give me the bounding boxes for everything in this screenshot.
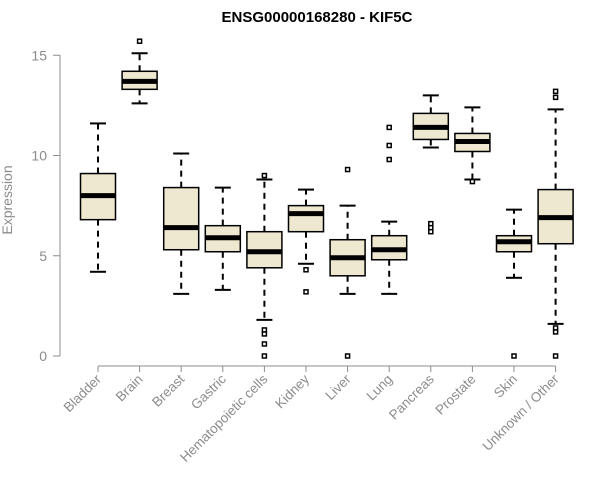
x-tick-label: Brain (113, 372, 146, 405)
outlier-point (303, 289, 309, 295)
chart-title: ENSG00000168280 - KIF5C (222, 9, 413, 26)
y-tick-label: 10 (31, 148, 47, 164)
box-bladder (79, 122, 117, 273)
x-tick-label: Prostate (432, 372, 478, 418)
outlier-point (386, 156, 392, 163)
x-tick-label: Liver (322, 371, 354, 403)
box-lung (370, 124, 408, 295)
x-tick-label: Lung (363, 372, 395, 404)
outlier-point (261, 341, 268, 347)
outlier-point (552, 88, 559, 95)
box-liver (329, 166, 366, 359)
outlier-point (136, 38, 143, 44)
outlier-point (261, 353, 268, 359)
outlier-point (261, 331, 268, 337)
x-tick-label: Bladder (61, 371, 105, 415)
outlier-point (469, 178, 476, 185)
x-tick-label: Pancreas (386, 371, 437, 422)
box-pancreas (412, 94, 450, 235)
outlier-point (344, 166, 351, 173)
y-tick-label: 15 (31, 47, 47, 63)
outlier-point (386, 142, 392, 149)
y-tick-label: 5 (39, 248, 47, 264)
box-kidney (287, 188, 325, 295)
box-iqr (287, 204, 325, 233)
outlier-point (261, 172, 268, 179)
outlier-point (511, 353, 517, 359)
box-prostate (454, 106, 491, 185)
x-tick-label: Unknown / Other (479, 371, 562, 454)
box-skin (495, 208, 533, 359)
y-axis-label: Expression (0, 165, 15, 234)
box-brain (121, 38, 158, 105)
outlier-point (428, 228, 434, 235)
boxes-layer (79, 38, 574, 359)
box-hematopoietic-cells (246, 172, 283, 359)
x-tick-label: Gastric (188, 371, 229, 412)
y-axis: 0 5 10 15 (31, 47, 556, 367)
outlier-point (552, 353, 559, 359)
outlier-point (344, 353, 351, 359)
box-breast (162, 152, 200, 295)
outlier-point (552, 329, 559, 335)
box-gastric (204, 186, 242, 291)
x-tick-label: Kidney (272, 371, 312, 411)
x-tick-label: Skin (491, 372, 520, 401)
outlier-point (386, 124, 392, 131)
box-unknown-other (537, 88, 574, 359)
x-tick-label: Breast (149, 371, 187, 409)
box-iqr (162, 186, 200, 251)
outlier-point (303, 267, 309, 273)
outlier-point (552, 94, 559, 101)
y-tick-label: 0 (39, 348, 47, 364)
